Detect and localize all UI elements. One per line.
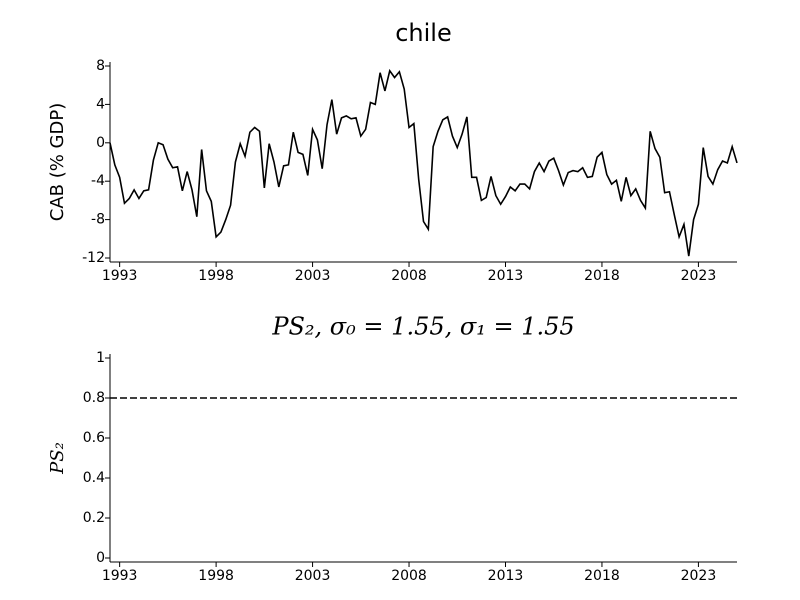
data-line (109, 68, 738, 257)
x-tick-label: 2013 (488, 568, 524, 584)
chart-title: chile (395, 19, 452, 47)
x-tick-label: 2018 (584, 568, 620, 584)
x-tick-label: 2008 (391, 268, 427, 284)
x-tick-label: 2023 (681, 568, 717, 584)
x-tick-label: 1993 (102, 568, 138, 584)
y-tick-label: 0.2 (83, 510, 105, 526)
y-tick-label: 0.6 (83, 430, 105, 446)
x-tick-label: 1998 (198, 568, 234, 584)
x-tick-label: 2003 (295, 568, 331, 584)
y-tick-label: 0 (96, 550, 105, 566)
y-tick-label: 4 (96, 96, 105, 112)
x-tick-label: 2023 (681, 268, 717, 284)
x-tick-label: 1993 (102, 268, 138, 284)
x-tick-label: 2018 (584, 268, 620, 284)
y-axis-label: CAB (% GDP) (47, 103, 68, 222)
x-tick-label: 2013 (488, 268, 524, 284)
x-tick-label: 1998 (198, 268, 234, 284)
y-axis-label: PS₂ (47, 442, 68, 475)
y-tick-label: -12 (82, 250, 105, 266)
y-tick-label: 8 (96, 58, 105, 74)
chart-title: PS₂, σ₀ = 1.55, σ₁ = 1.55 (271, 313, 574, 341)
y-tick-label: -8 (91, 212, 105, 228)
y-tick-label: 0 (96, 135, 105, 151)
x-tick-label: 2008 (391, 568, 427, 584)
y-tick-label: 0.4 (83, 470, 105, 486)
y-tick-label: -4 (91, 173, 105, 189)
y-tick-label: 1 (96, 350, 105, 366)
y-tick-label: 0.8 (83, 390, 105, 406)
x-tick-label: 2003 (295, 268, 331, 284)
